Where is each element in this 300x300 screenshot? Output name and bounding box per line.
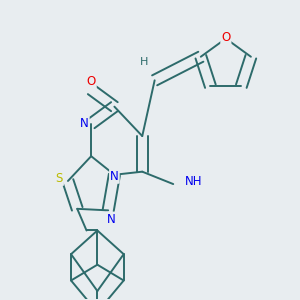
Text: S: S bbox=[56, 172, 63, 185]
Text: NH: NH bbox=[185, 175, 202, 188]
Text: N: N bbox=[107, 212, 116, 226]
Text: O: O bbox=[221, 31, 230, 44]
Text: N: N bbox=[80, 117, 89, 130]
Text: O: O bbox=[86, 75, 96, 88]
Text: N: N bbox=[110, 170, 119, 183]
Text: H: H bbox=[140, 57, 148, 67]
